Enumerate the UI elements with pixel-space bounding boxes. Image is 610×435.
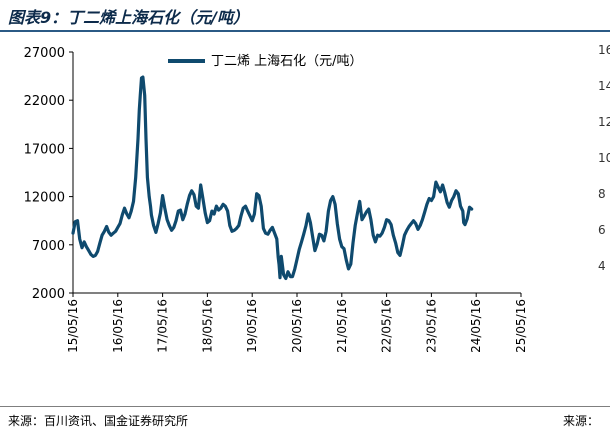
footer-divider — [0, 406, 610, 407]
title-divider — [0, 30, 610, 32]
x-tick-label: 21/05/16 — [335, 299, 349, 353]
x-tick-label: 25/05/16 — [514, 299, 528, 353]
legend-label: 丁二烯 上海石化（元/吨） — [211, 54, 363, 69]
x-tick-label: 16/05/16 — [111, 299, 125, 353]
adjacent-tick-label: 14 — [598, 79, 610, 93]
y-tick-label: 12000 — [24, 191, 65, 206]
x-tick-label: 17/05/16 — [156, 299, 170, 353]
chart-legend: 丁二烯 上海石化（元/吨） — [168, 54, 363, 69]
y-tick-label: 7000 — [32, 239, 65, 254]
source-note: 来源：百川资讯、国金证券研究所 — [8, 414, 189, 428]
source-note-right: 来源： — [563, 414, 600, 428]
x-tick-label: 20/05/16 — [290, 299, 304, 353]
y-tick-label: 2000 — [32, 287, 65, 302]
x-tick-label: 24/05/16 — [469, 299, 483, 353]
y-tick-label: 27000 — [24, 46, 65, 61]
line-chart: 2000 7000 12000 17000 22000 27000 15/05/16 16/0… — [24, 43, 610, 353]
y-tick-label: 22000 — [24, 94, 65, 109]
adjacent-tick-label: 12 — [598, 115, 610, 129]
adjacent-tick-label: 4 — [598, 259, 606, 273]
adjacent-tick-label: 16 — [598, 43, 610, 57]
adjacent-chart-axis: 16 14 12 10 8 6 4 — [598, 43, 610, 273]
x-tick-label: 19/05/16 — [245, 299, 259, 353]
y-tick-label: 17000 — [24, 142, 65, 157]
x-tick-label: 15/05/16 — [66, 299, 80, 353]
x-tick-label: 18/05/16 — [200, 299, 214, 353]
series-line — [71, 75, 474, 281]
x-tick-label: 22/05/16 — [380, 299, 394, 353]
adjacent-tick-label: 10 — [598, 151, 610, 165]
plot-area: 2000 7000 12000 17000 22000 27000 15/05/16 16/0… — [24, 46, 528, 353]
adjacent-tick-label: 6 — [598, 223, 606, 237]
adjacent-tick-label: 8 — [598, 187, 606, 201]
x-tick-label: 23/05/16 — [424, 299, 438, 353]
chart-title: 图表9：丁二烯上海石化（元/吨） — [8, 8, 249, 27]
